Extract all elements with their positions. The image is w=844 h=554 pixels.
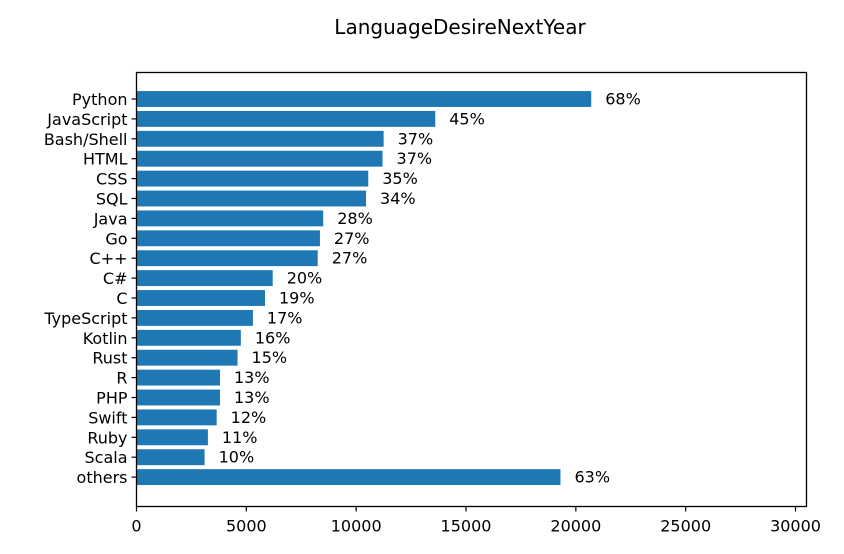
data-label: 16%: [255, 328, 291, 347]
bar: [136, 469, 561, 486]
y-tick-label: Bash/Shell: [44, 130, 128, 149]
y-tick-label: Ruby: [87, 428, 127, 447]
data-label: 12%: [231, 408, 267, 427]
data-label: 11%: [222, 428, 258, 447]
x-tick-label: 5000: [226, 517, 267, 536]
bar: [136, 290, 266, 306]
y-tick-label: C#: [103, 269, 128, 288]
y-tick-label: CSS: [96, 170, 127, 189]
y-tick-label: Python: [72, 90, 127, 109]
x-tick-label: 25000: [660, 517, 711, 536]
bar: [136, 91, 592, 107]
bar: [136, 210, 324, 227]
bar: [136, 389, 220, 406]
y-axis: PythonJavaScriptBash/ShellHTMLCSSSQLJava…: [43, 90, 137, 487]
data-label: 34%: [380, 189, 416, 208]
x-tick-label: 10000: [331, 517, 382, 536]
bar: [136, 250, 318, 267]
data-label: 27%: [332, 249, 368, 268]
bar: [136, 369, 220, 386]
y-tick-label: Go: [105, 229, 127, 248]
bar: [136, 190, 367, 207]
data-label: 37%: [398, 129, 434, 148]
data-label: 63%: [574, 468, 610, 487]
y-tick-label: others: [77, 468, 128, 487]
y-tick-label: Scala: [84, 448, 127, 467]
data-label: 20%: [287, 269, 323, 288]
data-label: 35%: [382, 169, 418, 188]
bar: [136, 230, 320, 247]
x-tick-label: 20000: [550, 517, 601, 536]
plot-frame: [135, 71, 808, 508]
data-label: 13%: [234, 368, 270, 387]
bar: [136, 329, 241, 346]
bar: [136, 150, 383, 167]
data-label: 68%: [605, 90, 641, 109]
bar: [136, 429, 208, 446]
y-tick-label: Java: [93, 209, 128, 228]
x-tick-label: 0: [131, 517, 141, 536]
chart-title: LanguageDesireNextYear: [334, 15, 586, 39]
y-tick-label: JavaScript: [46, 110, 127, 129]
y-tick-label: R: [116, 369, 127, 388]
bar: [136, 130, 384, 147]
bar: [136, 409, 217, 426]
bars-group: [136, 91, 592, 486]
x-axis: 0 5000 10000 15000 20000 25000 30000: [131, 506, 821, 536]
x-tick-label: 30000: [770, 517, 821, 536]
y-tick-label: Rust: [92, 349, 127, 368]
y-tick-label: Swift: [88, 408, 127, 427]
data-label: 28%: [337, 209, 373, 228]
y-tick-label: HTML: [83, 150, 128, 169]
data-label: 13%: [234, 388, 270, 407]
x-tick-label: 15000: [441, 517, 492, 536]
data-label: 19%: [279, 289, 315, 308]
data-label: 17%: [267, 308, 303, 327]
y-tick-label: PHP: [96, 389, 128, 408]
bar: [136, 449, 205, 466]
data-label: 15%: [252, 348, 288, 367]
bar: [136, 309, 253, 326]
y-tick-label: C: [116, 289, 127, 308]
data-labels-group: 68%45%37%37%35%34%28%27%27%20%19%17%16%1…: [219, 90, 641, 487]
bar: [136, 349, 238, 366]
data-label: 45%: [449, 109, 485, 128]
y-tick-label: C++: [90, 249, 128, 268]
data-label: 27%: [334, 229, 370, 248]
y-tick-label: SQL: [96, 190, 128, 209]
bar: [136, 270, 273, 287]
y-tick-label: TypeScript: [43, 309, 127, 328]
data-label: 37%: [397, 149, 433, 168]
bar: [136, 170, 369, 187]
y-tick-label: Kotlin: [83, 329, 128, 348]
data-label: 10%: [219, 448, 255, 467]
bar: [136, 110, 436, 127]
